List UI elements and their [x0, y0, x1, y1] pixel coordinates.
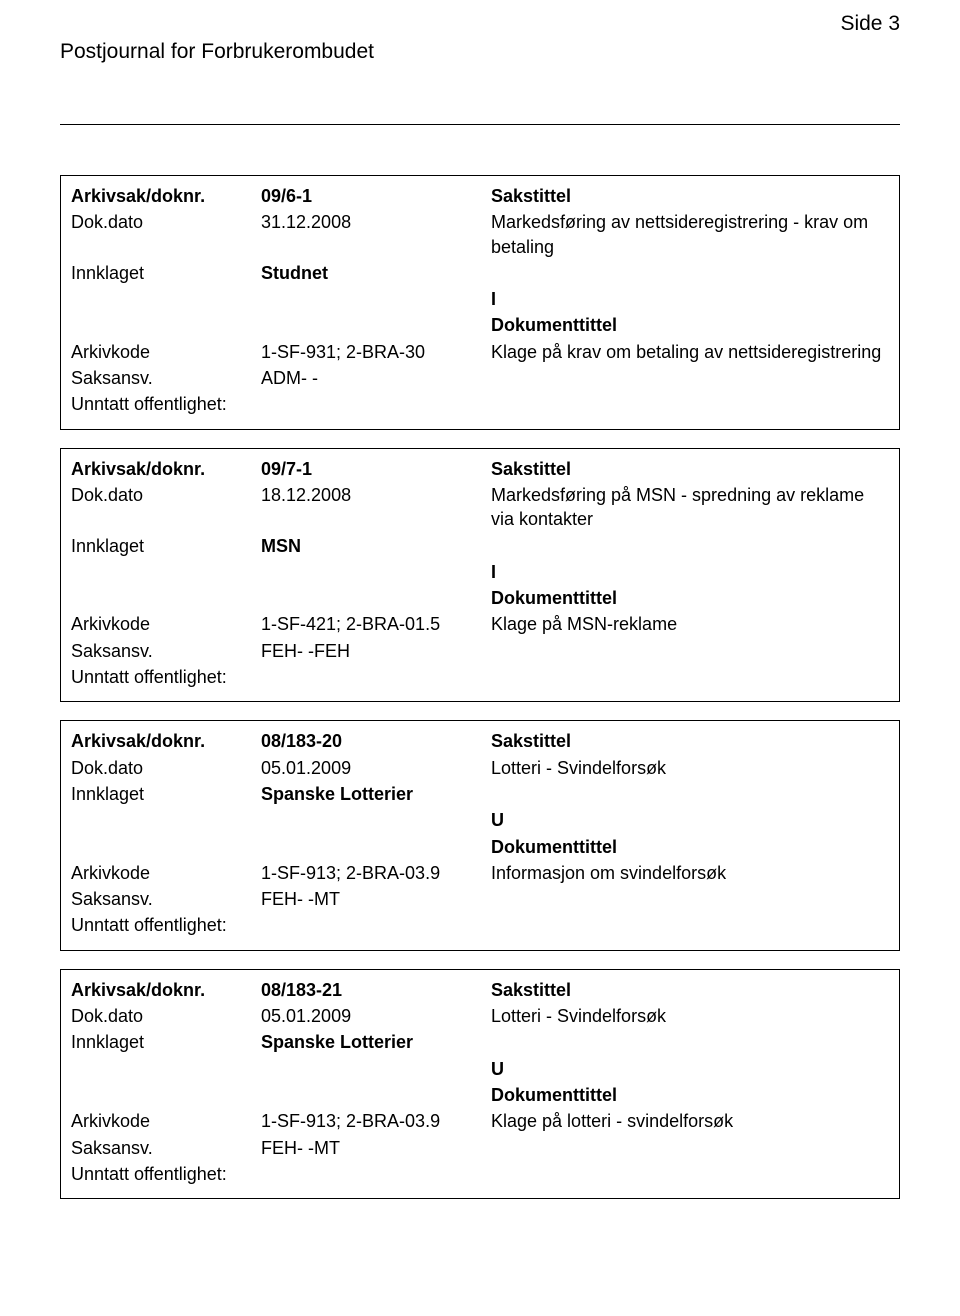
- label-arkivkode: Arkivkode: [71, 861, 261, 885]
- journal-entry: Arkivsak/doknr.08/183-20Sakstittel Dok.da…: [60, 720, 900, 950]
- label-arkivsak: Arkivsak/doknr.: [71, 457, 261, 481]
- label-dokumenttittel: Dokumenttittel: [491, 313, 889, 337]
- value-dokumenttittel: Klage på krav om betaling av nettsidereg…: [491, 340, 889, 364]
- label-arkivsak: Arkivsak/doknr.: [71, 729, 261, 753]
- value-arkivkode: 1-SF-421; 2-BRA-01.5: [261, 612, 491, 636]
- label-innklaget: Innklaget: [71, 261, 261, 285]
- label-arkivsak: Arkivsak/doknr.: [71, 978, 261, 1002]
- label-dokdato: Dok.dato: [71, 1004, 261, 1028]
- value-doknr: 08/183-21: [261, 978, 491, 1002]
- value-io: U: [491, 808, 889, 832]
- label-dokumenttittel: Dokumenttittel: [491, 835, 889, 859]
- value-sakstittel: Markedsføring av nettsideregistrering - …: [491, 210, 889, 259]
- label-dokdato: Dok.dato: [71, 483, 261, 507]
- label-arkivkode: Arkivkode: [71, 1109, 261, 1133]
- value-dokdato: 05.01.2009: [261, 1004, 491, 1028]
- value-saksansv: FEH- -FEH: [261, 639, 491, 663]
- value-dokdato: 31.12.2008: [261, 210, 491, 234]
- value-io: I: [491, 287, 889, 311]
- value-dokumenttittel: Klage på MSN-reklame: [491, 612, 889, 636]
- label-arkivsak: Arkivsak/doknr.: [71, 184, 261, 208]
- value-arkivkode: 1-SF-931; 2-BRA-30: [261, 340, 491, 364]
- value-saksansv: FEH- -MT: [261, 1136, 491, 1160]
- header-divider: [60, 124, 900, 125]
- value-sakstittel: Markedsføring på MSN - spredning av rekl…: [491, 483, 889, 532]
- label-saksansv: Saksansv.: [71, 1136, 261, 1160]
- value-dokumenttittel: Informasjon om svindelforsøk: [491, 861, 889, 885]
- label-innklaget: Innklaget: [71, 1030, 261, 1054]
- label-unntatt: Unntatt offentlighet:: [71, 392, 227, 416]
- label-sakstittel: Sakstittel: [491, 978, 889, 1002]
- journal-title: Postjournal for Forbrukerombudet: [60, 40, 900, 64]
- label-dokdato: Dok.dato: [71, 756, 261, 780]
- value-io: I: [491, 560, 889, 584]
- label-saksansv: Saksansv.: [71, 639, 261, 663]
- value-doknr: 09/7-1: [261, 457, 491, 481]
- label-innklaget: Innklaget: [71, 534, 261, 558]
- label-dokumenttittel: Dokumenttittel: [491, 1083, 889, 1107]
- label-saksansv: Saksansv.: [71, 366, 261, 390]
- page-number: Side 3: [840, 12, 900, 36]
- journal-entry: Arkivsak/doknr.09/7-1SakstittelDok.dato1…: [60, 448, 900, 703]
- value-arkivkode: 1-SF-913; 2-BRA-03.9: [261, 1109, 491, 1133]
- label-sakstittel: Sakstittel: [491, 729, 889, 753]
- page-header: Side 3 Postjournal for Forbrukerombudet: [60, 40, 900, 64]
- value-arkivkode: 1-SF-913; 2-BRA-03.9: [261, 861, 491, 885]
- label-unntatt: Unntatt offentlighet:: [71, 665, 227, 689]
- label-sakstittel: Sakstittel: [491, 457, 889, 481]
- value-dokdato: 05.01.2009: [261, 756, 491, 780]
- label-arkivkode: Arkivkode: [71, 612, 261, 636]
- value-dokdato: 18.12.2008: [261, 483, 491, 507]
- value-dokumenttittel: Klage på lotteri - svindelforsøk: [491, 1109, 889, 1133]
- value-io: U: [491, 1057, 889, 1081]
- value-sakstittel: Lotteri - Svindelforsøk: [491, 1004, 889, 1028]
- label-unntatt: Unntatt offentlighet:: [71, 913, 227, 937]
- value-doknr: 08/183-20: [261, 729, 491, 753]
- value-saksansv: FEH- -MT: [261, 887, 491, 911]
- value-doknr: 09/6-1: [261, 184, 491, 208]
- value-innklaget: Spanske Lotterier: [261, 782, 491, 806]
- value-innklaget: Spanske Lotterier: [261, 1030, 491, 1054]
- label-sakstittel: Sakstittel: [491, 184, 889, 208]
- label-unntatt: Unntatt offentlighet:: [71, 1162, 227, 1186]
- label-dokdato: Dok.dato: [71, 210, 261, 234]
- value-innklaget: Studnet: [261, 261, 491, 285]
- page-container: Side 3 Postjournal for Forbrukerombudet …: [0, 0, 960, 1277]
- label-dokumenttittel: Dokumenttittel: [491, 586, 889, 610]
- value-saksansv: ADM- -: [261, 366, 491, 390]
- label-innklaget: Innklaget: [71, 782, 261, 806]
- journal-entry: Arkivsak/doknr.08/183-21Sakstittel Dok.da…: [60, 969, 900, 1199]
- label-saksansv: Saksansv.: [71, 887, 261, 911]
- label-arkivkode: Arkivkode: [71, 340, 261, 364]
- entries-list: Arkivsak/doknr.09/6-1SakstittelDok.dato3…: [60, 175, 900, 1199]
- value-sakstittel: Lotteri - Svindelforsøk: [491, 756, 889, 780]
- value-innklaget: MSN: [261, 534, 491, 558]
- journal-entry: Arkivsak/doknr.09/6-1Sakstittel Dok.dato3…: [60, 175, 900, 430]
